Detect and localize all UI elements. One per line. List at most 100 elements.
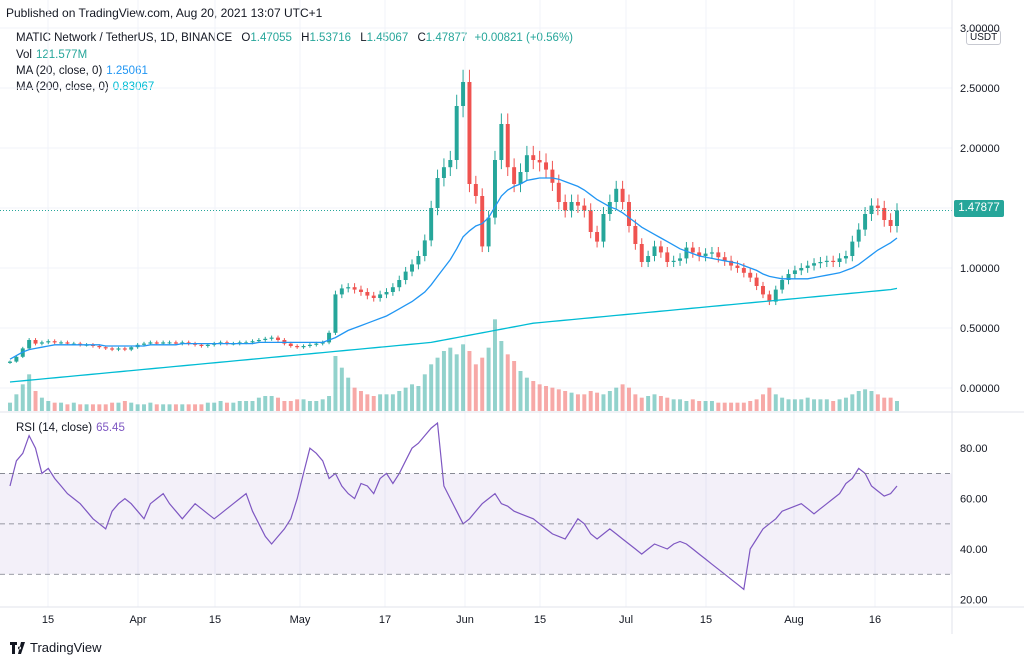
volume-bar [84,404,89,411]
price-tick-label: 2.00000 [960,143,1000,155]
volume-bar [493,319,497,411]
candle-body [595,232,600,242]
volume-bar [416,386,421,411]
candle-body [65,342,70,344]
volume-bar [575,394,580,411]
volume-bar [646,396,651,411]
candle-body [467,82,472,184]
volume-bar [384,394,389,411]
footer-brand: TradingView [30,640,102,655]
volume-bar [499,341,504,411]
candle-body [722,257,727,261]
candle-body [397,280,402,288]
volume-bar [843,397,848,411]
volume-bar [824,399,829,411]
volume-bar [397,391,402,411]
volume-bar [448,347,453,411]
open-label: O [241,32,251,44]
volume-bar [671,399,676,411]
volume-bar [441,351,446,411]
time-tick-label: Jul [619,614,633,626]
candle-body [639,244,644,262]
volume-bar [658,396,663,411]
candle-body [646,256,651,262]
candle-body [888,220,893,226]
ma20-label: MA (20, close, 0) [16,65,103,77]
currency-badge[interactable]: USDT [966,30,1002,45]
candle-body [365,292,370,296]
volume-bar [295,399,300,411]
volume-bar [454,354,459,411]
volume-bar [467,351,472,411]
volume-bar [429,364,434,411]
volume-bar [582,394,587,411]
volume-bar [180,404,185,411]
volume-bar [537,384,542,411]
volume-bar [339,367,344,411]
candle-body [263,338,268,340]
volume-bar [690,399,695,411]
volume-bar [276,397,280,411]
rsi-legend: RSI (14, close) 65.45 [16,422,125,434]
candle-body [550,169,555,183]
volume-bar [358,391,363,411]
volume-bar [186,404,191,411]
volume-bar [78,404,83,411]
volume-bar [371,396,376,411]
candle-body [690,247,695,253]
candle-body [569,202,574,211]
volume-bar [250,401,255,411]
candle-body [531,155,536,160]
footer[interactable]: TradingView [10,640,102,655]
candle-body [633,226,638,244]
candle-body [588,210,593,232]
rsi-tick-label: 20.00 [960,594,988,606]
volume-bar [27,374,32,411]
volume-bar [531,381,536,411]
candle-body [607,202,612,214]
candle-body [454,106,459,160]
candle-body [537,160,542,163]
candle-body [461,82,466,106]
volume-bar [748,401,753,411]
candle-body [8,361,12,363]
candle-body [863,214,868,230]
ma20-value: 1.25061 [106,65,148,77]
candle-body [869,205,874,214]
candle-body [295,346,300,348]
volume-bar [135,404,140,411]
low-value: 1.45067 [366,32,409,44]
candle-body [882,208,887,220]
volume-bar [518,371,523,411]
candle-body [748,272,753,278]
volume-bar [403,387,408,411]
candle-body [729,260,734,266]
candle-body [358,289,363,292]
candle-body [352,287,357,290]
volume-bar [652,394,657,411]
candle-body [154,342,159,344]
volume-bar [895,401,899,411]
time-tick-label: Jun [456,614,474,626]
candle-body [741,268,746,273]
volume-bar [410,384,414,411]
high-label: H [301,32,310,44]
price-tick-label: 3.00000 [960,23,1000,35]
candle-body [895,210,899,226]
volume-bar [33,391,38,411]
volume-bar [773,394,778,411]
volume-bar [556,389,561,411]
volume-bar [505,354,510,411]
volume-bar [327,396,332,411]
candle-body [652,246,657,256]
ma20-line [9,177,898,360]
volume-bar [486,347,491,411]
last-price-tag: 1.47877 [954,200,1004,217]
published-header: Published on TradingView.com, Aug 20, 20… [6,6,323,20]
candle-body [524,155,529,172]
rsi-tick-label: 80.00 [960,443,988,455]
candle-body [767,294,772,302]
candle-body [250,341,255,343]
volume-bar [761,394,765,411]
